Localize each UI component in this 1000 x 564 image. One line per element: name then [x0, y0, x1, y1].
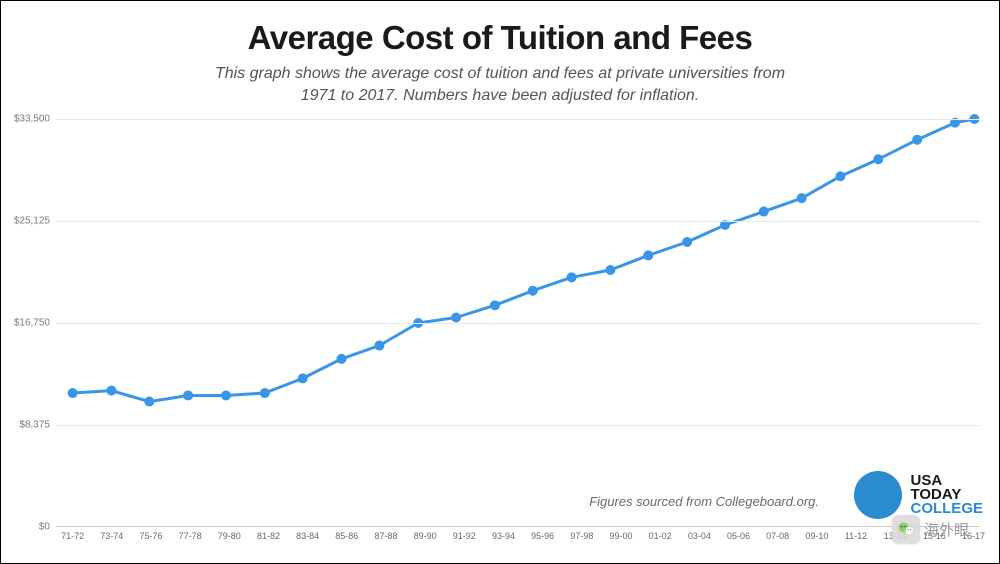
- data-line: [73, 119, 975, 402]
- x-tick-label: 81-82: [257, 527, 280, 541]
- data-marker: [68, 389, 77, 398]
- x-tick-label: 07-08: [766, 527, 789, 541]
- x-tick-label: 79-80: [218, 527, 241, 541]
- data-marker: [567, 273, 576, 282]
- data-marker: [913, 135, 922, 144]
- chart-title: Average Cost of Tuition and Fees: [1, 1, 999, 57]
- data-marker: [683, 238, 692, 247]
- x-tick-label: 01-02: [649, 527, 672, 541]
- data-marker: [337, 354, 346, 363]
- x-tick-label: 89-90: [414, 527, 437, 541]
- x-tick-label: 99-00: [609, 527, 632, 541]
- x-tick-label: 71-72: [61, 527, 84, 541]
- subtitle-line1: This graph shows the average cost of tui…: [215, 65, 785, 82]
- data-marker: [759, 207, 768, 216]
- data-marker: [107, 386, 116, 395]
- subtitle-line2: 1971 to 2017. Numbers have been adjusted…: [301, 87, 700, 104]
- x-tick-label: 03-04: [688, 527, 711, 541]
- gridline: [56, 119, 980, 120]
- x-tick-label: 75-76: [139, 527, 162, 541]
- usa-today-college-logo: USA TODAY COLLEGE: [854, 471, 983, 519]
- data-marker: [298, 374, 307, 383]
- logo-circle-icon: [854, 471, 902, 519]
- x-tick-label: 73-74: [100, 527, 123, 541]
- chart-container: Average Cost of Tuition and Fees This gr…: [0, 0, 1000, 564]
- data-marker: [145, 397, 154, 406]
- x-tick-label: 91-92: [453, 527, 476, 541]
- gridline: [56, 221, 980, 222]
- chart-subtitle: This graph shows the average cost of tui…: [1, 63, 999, 106]
- data-marker: [836, 172, 845, 181]
- data-marker: [606, 266, 615, 275]
- data-marker: [222, 391, 231, 400]
- x-tick-label: 05-06: [727, 527, 750, 541]
- data-marker: [528, 286, 537, 295]
- x-tick-label: 93-94: [492, 527, 515, 541]
- gridline: [56, 425, 980, 426]
- gridline: [56, 323, 980, 324]
- x-tick-label: 97-98: [570, 527, 593, 541]
- y-tick-label: $25,125: [14, 216, 56, 227]
- data-marker: [874, 155, 883, 164]
- data-marker: [452, 313, 461, 322]
- data-marker: [375, 341, 384, 350]
- logo-text: USA TODAY COLLEGE: [910, 474, 983, 517]
- watermark: 海外眼: [892, 515, 969, 543]
- wechat-icon: [892, 515, 920, 543]
- y-tick-label: $0: [39, 522, 56, 533]
- data-marker: [644, 251, 653, 260]
- x-tick-label: 85-86: [335, 527, 358, 541]
- data-marker: [797, 194, 806, 203]
- x-tick-label: 95-96: [531, 527, 554, 541]
- watermark-text: 海外眼: [924, 519, 969, 540]
- y-tick-label: $33,500: [14, 114, 56, 125]
- x-tick-label: 87-88: [374, 527, 397, 541]
- y-tick-label: $16,750: [14, 318, 56, 329]
- x-tick-label: 09-10: [805, 527, 828, 541]
- data-marker: [490, 301, 499, 310]
- data-marker: [260, 389, 269, 398]
- source-credit: Figures sourced from Collegeboard.org.: [589, 494, 819, 509]
- data-marker: [184, 391, 193, 400]
- y-tick-label: $8,375: [19, 420, 56, 431]
- x-tick-label: 11-12: [845, 527, 867, 541]
- x-tick-label: 77-78: [179, 527, 202, 541]
- plot-area: $0$8,375$16,750$25,125$33,50071-7273-747…: [56, 119, 980, 527]
- x-tick-label: 83-84: [296, 527, 319, 541]
